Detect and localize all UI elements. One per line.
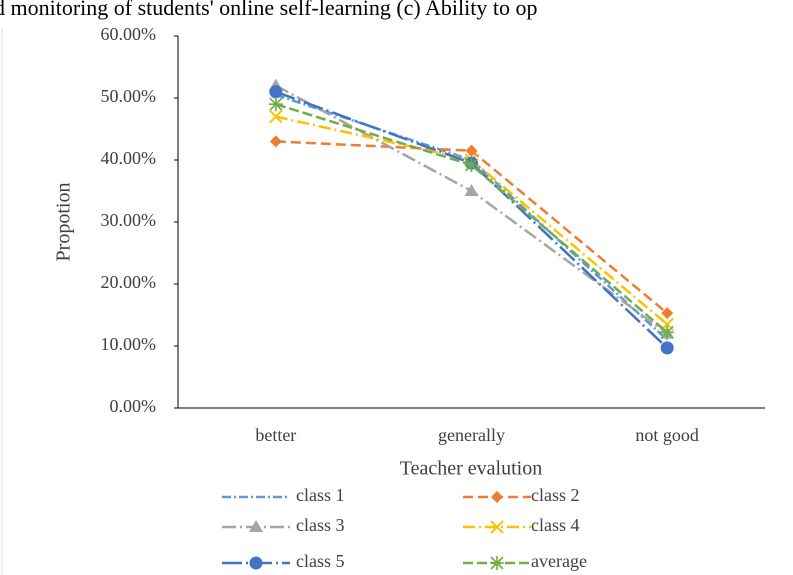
chart-title: d monitoring of students' online self-le… — [0, 0, 538, 20]
x-tick-label: generally — [438, 425, 505, 445]
marker — [660, 325, 675, 340]
y-tick-label: 40.00% — [101, 148, 157, 168]
y-tick-label: 30.00% — [101, 210, 157, 230]
marker — [465, 144, 478, 157]
x-tick-label: better — [255, 425, 296, 445]
legend-label: average — [531, 551, 587, 571]
y-tick-label: 50.00% — [101, 86, 157, 106]
marker — [491, 491, 503, 503]
y-axis-label: Propotion — [53, 183, 75, 262]
y-tick-label: 10.00% — [101, 334, 157, 354]
marker — [490, 556, 504, 570]
x-tick-label: not good — [635, 425, 699, 445]
marker — [249, 556, 263, 570]
y-tick-label: 20.00% — [101, 272, 157, 292]
marker — [268, 97, 283, 112]
legend-label: class 5 — [296, 551, 345, 571]
legend-label: class 2 — [531, 485, 580, 505]
y-tick-label: 60.00% — [101, 24, 157, 44]
marker — [464, 184, 479, 196]
marker — [490, 520, 504, 534]
x-axis-label: Teacher evalution — [400, 458, 542, 480]
marker — [269, 85, 283, 99]
legend-label: class 3 — [296, 515, 345, 535]
marker — [660, 341, 674, 355]
marker — [249, 520, 263, 532]
marker — [269, 109, 283, 124]
y-tick-label: 0.00% — [110, 396, 157, 416]
legend-label: class 4 — [531, 515, 580, 535]
marker — [269, 135, 282, 148]
series-line — [275, 90, 669, 349]
legend-label: class 1 — [296, 485, 345, 505]
marker — [661, 307, 674, 320]
marker — [464, 157, 479, 172]
